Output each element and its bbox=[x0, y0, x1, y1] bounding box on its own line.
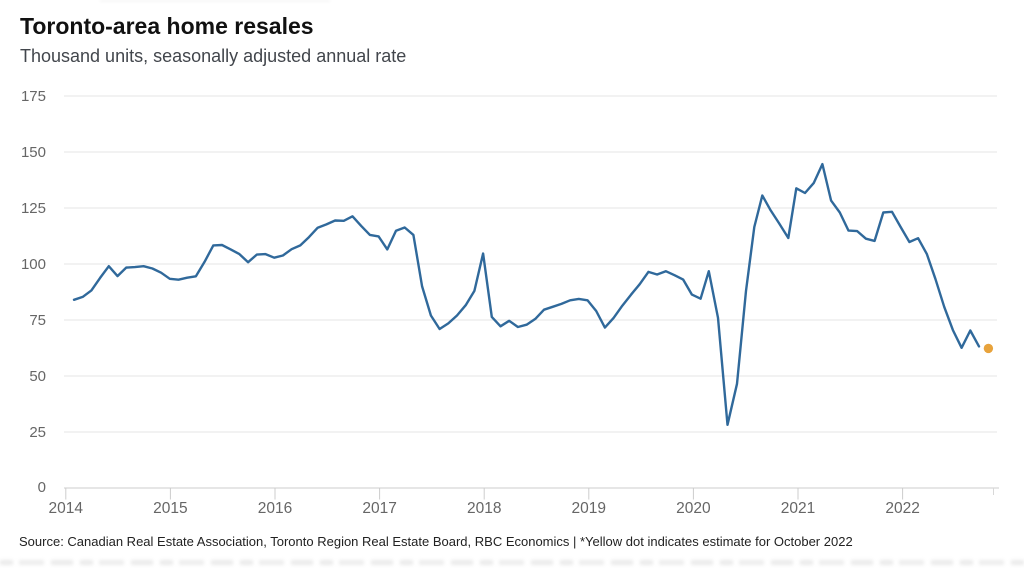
svg-text:2014: 2014 bbox=[49, 500, 84, 517]
svg-text:2021: 2021 bbox=[781, 500, 815, 517]
svg-text:2015: 2015 bbox=[153, 500, 187, 517]
svg-text:2017: 2017 bbox=[362, 500, 396, 517]
svg-text:2018: 2018 bbox=[467, 500, 501, 517]
svg-text:0: 0 bbox=[38, 479, 46, 496]
svg-text:2016: 2016 bbox=[258, 500, 292, 517]
svg-text:75: 75 bbox=[29, 312, 46, 329]
svg-text:2019: 2019 bbox=[572, 500, 606, 517]
svg-text:50: 50 bbox=[29, 368, 46, 385]
svg-text:175: 175 bbox=[21, 88, 46, 105]
svg-text:125: 125 bbox=[21, 200, 46, 217]
svg-text:2022: 2022 bbox=[885, 500, 919, 517]
svg-text:150: 150 bbox=[21, 144, 46, 161]
svg-text:2020: 2020 bbox=[676, 500, 711, 517]
svg-text:25: 25 bbox=[29, 424, 46, 441]
svg-text:100: 100 bbox=[21, 256, 46, 273]
